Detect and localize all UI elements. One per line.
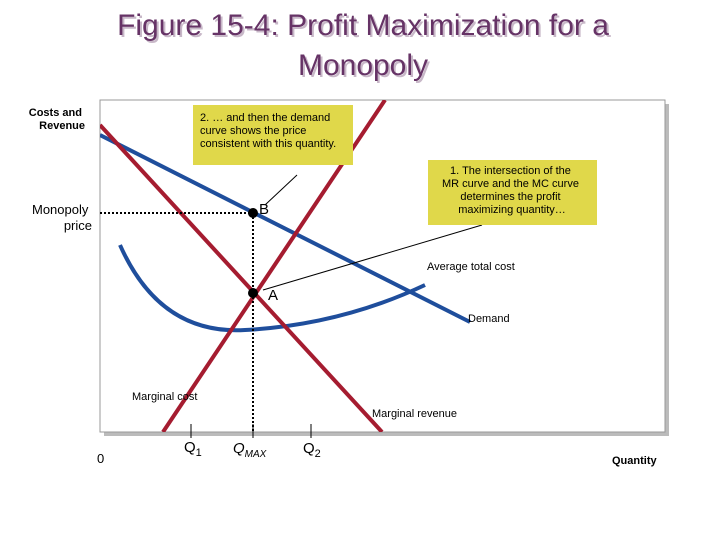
point-label: A — [268, 287, 278, 304]
x-label: Quantity — [612, 455, 657, 467]
curve-label: Marginal revenue — [372, 408, 457, 420]
title-shadow: Figure 15-4: Profit Maximization for a — [119, 11, 611, 44]
callout-box — [193, 105, 353, 165]
text-line: determines the profit — [460, 191, 560, 203]
curve-label: Marginal cost — [132, 391, 197, 403]
callout-text: 1. The intersection of the MR curve and … — [442, 165, 582, 216]
y-label: Costs and Revenue — [29, 107, 85, 132]
text-line: Costs and — [29, 107, 82, 119]
text-line: maximizing quantity… — [458, 204, 566, 216]
origin-label: 0 — [97, 451, 104, 466]
text-line: 2. … and then the demand — [200, 112, 330, 124]
quantity-label: Q2 — [303, 440, 321, 460]
text-line: curve shows the price — [200, 125, 306, 137]
text-line: 2 — [315, 448, 321, 460]
text-line: Monopoly — [32, 202, 89, 217]
title-shadow: Monopoly — [300, 51, 430, 84]
point-label: B — [259, 201, 269, 218]
price-label: Monopoly price — [32, 202, 92, 233]
atc-curve — [118, 244, 426, 333]
curve-label: Average total cost — [427, 261, 515, 273]
pointer — [264, 174, 298, 206]
plot-frame — [99, 99, 666, 433]
text-line: Q — [303, 440, 315, 457]
text-line: 1. The intersection of the — [450, 165, 571, 177]
text-line: Q — [184, 439, 196, 456]
mr-curve — [100, 123, 384, 432]
callout-text: 2. … and then the demand curve shows the… — [200, 112, 336, 150]
callout-box — [428, 160, 597, 225]
point-a — [248, 288, 258, 298]
quantity-label: QMAX — [233, 440, 267, 460]
text-line: 1 — [196, 447, 202, 459]
quantity-label: Q1 — [184, 439, 202, 459]
pointer — [262, 224, 483, 291]
title-line: Figure 15-4: Profit Maximization for a — [117, 9, 609, 42]
curve-label: Demand — [468, 313, 510, 325]
text-line: price — [64, 218, 92, 233]
demand-curve — [100, 133, 471, 324]
text-line: MAX — [245, 449, 267, 460]
text-line: Q — [233, 440, 245, 457]
point-b — [248, 208, 258, 218]
title-line: Monopoly — [298, 49, 428, 82]
text-line: MR curve and the MC curve — [442, 178, 579, 190]
text-line: consistent with this quantity. — [200, 138, 336, 150]
text-line: Revenue — [39, 120, 85, 132]
